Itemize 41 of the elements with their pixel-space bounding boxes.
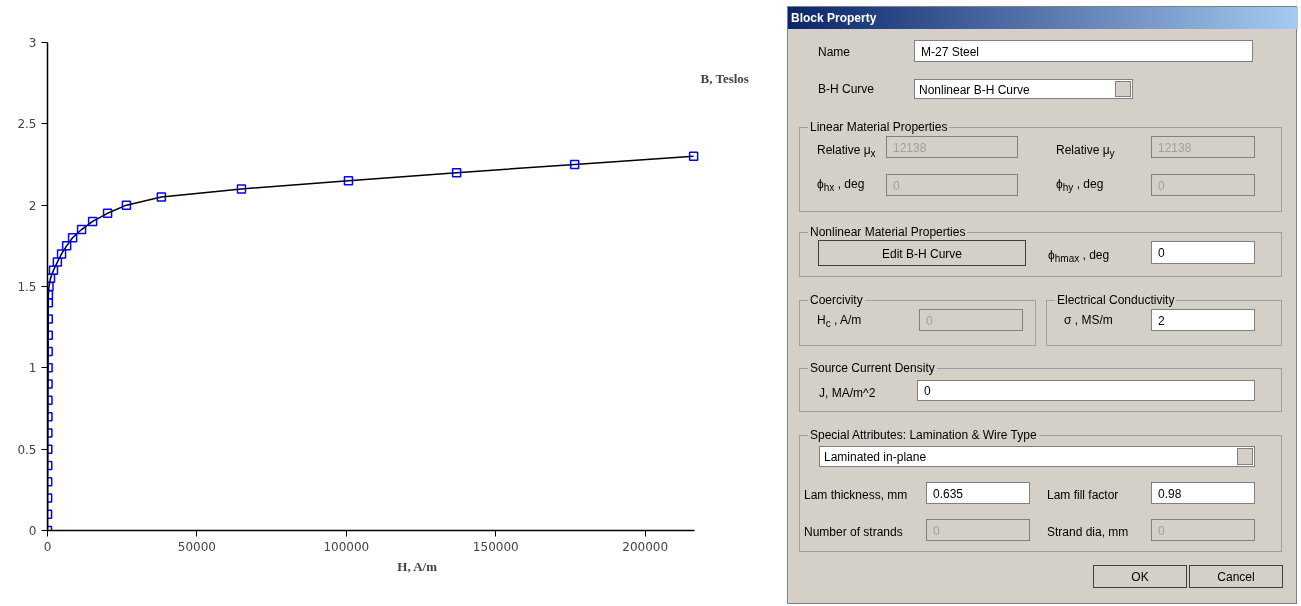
y-tick-label: 0.5	[17, 442, 37, 457]
text: M-27 Steel	[914, 40, 1253, 62]
text: Lam fill factor	[1047, 487, 1119, 504]
text: ϕ$_{hy}$ , deg	[1056, 176, 1104, 196]
x-tick-label: 150000	[472, 539, 519, 554]
text: Block Property	[788, 7, 1298, 29]
text: Nonlinear B-H Curve	[914, 79, 1133, 99]
text: Cancel	[1189, 565, 1283, 588]
y-tick-label: 1.5	[17, 280, 37, 294]
y-axis-title: B, Teslos	[700, 70, 749, 86]
text: ϕ$_{hx}$ , deg	[817, 176, 865, 196]
text: 0.98	[1151, 482, 1255, 504]
text: Number of strands	[804, 524, 903, 541]
text: ϕ$_{hmax}$ , deg	[1048, 247, 1110, 267]
text: Laminated in-plane	[819, 446, 1255, 467]
x-tick-label: 50000	[177, 539, 217, 554]
y-tick-label: 2	[28, 198, 37, 213]
y-tick-label: 1	[28, 361, 37, 376]
x-tick-label: 0	[43, 539, 52, 554]
text: Relative μ$_{y}$	[1056, 142, 1115, 162]
y-tick-label: 2.5	[17, 117, 37, 132]
x-axis-title: H, A/m	[397, 558, 438, 574]
text: H$_{c}$ , A/m	[817, 312, 862, 332]
text: Relative μ$_{x}$	[817, 142, 876, 162]
text: 0	[917, 380, 1255, 401]
text: 2	[1151, 309, 1255, 331]
text: 0.635	[926, 482, 1030, 504]
text: J, MA/m^2	[819, 385, 876, 402]
y-tick-label: 3	[28, 36, 37, 50]
text: Name	[818, 44, 851, 61]
text: Strand dia, mm	[1047, 524, 1129, 541]
text: σ , MS/m	[1064, 312, 1113, 329]
text: 0	[1151, 241, 1255, 264]
source-note: Source Current Density	[809, 361, 936, 375]
text: OK	[1093, 565, 1187, 588]
x-tick-label: 100000	[323, 539, 370, 554]
y-tick-label: 0	[28, 524, 37, 538]
text: Lam thickness, mm	[804, 487, 908, 504]
text: Edit B-H Curve	[818, 240, 1026, 266]
text: B-H Curve	[818, 81, 875, 98]
x-tick-label: 200000	[622, 539, 669, 554]
